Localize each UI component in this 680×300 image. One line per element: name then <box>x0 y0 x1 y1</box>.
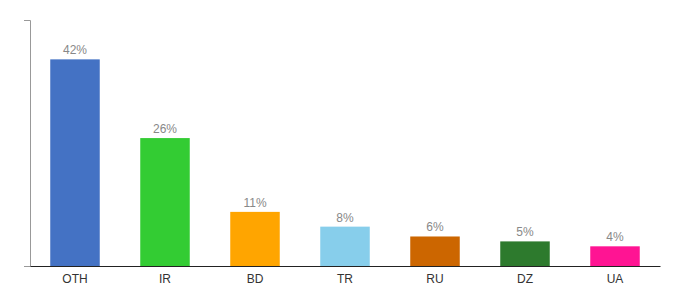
data-label: 4% <box>606 230 624 244</box>
x-tick-label: UA <box>607 272 624 286</box>
data-label: 5% <box>516 225 534 239</box>
bar <box>50 59 100 266</box>
x-tick-label: IR <box>159 272 171 286</box>
data-label: 26% <box>153 122 177 136</box>
x-tick: DZ <box>517 272 533 286</box>
chart: OTH IR BD TR RU DZ UA 42% 26% 11% 8% 6% 5% 4% <box>0 0 680 300</box>
x-tick-label: OTH <box>62 272 87 286</box>
x-tick: IR <box>159 272 171 286</box>
bar <box>500 241 550 266</box>
x-tick: RU <box>426 272 443 286</box>
x-axis-line <box>31 266 661 267</box>
bar <box>230 212 280 266</box>
x-axis: OTH IR BD TR RU DZ UA <box>31 267 661 286</box>
bar <box>320 227 370 266</box>
data-label: 42% <box>63 43 87 57</box>
x-tick-label: RU <box>426 272 443 286</box>
x-tick: TR <box>337 272 353 286</box>
bar <box>590 246 640 266</box>
x-tick: UA <box>607 272 624 286</box>
x-tick: OTH <box>62 272 87 286</box>
data-label: 11% <box>243 196 266 210</box>
x-tick-label: TR <box>337 272 353 286</box>
bar <box>140 138 190 266</box>
x-tick-label: DZ <box>517 272 533 286</box>
y-axis <box>24 21 31 267</box>
data-label: 6% <box>426 220 444 234</box>
bars <box>50 59 640 266</box>
x-tick-label: BD <box>247 272 264 286</box>
data-labels: 42% 26% 11% 8% 6% 5% 4% <box>63 43 624 244</box>
data-label: 8% <box>336 211 354 225</box>
plot: OTH IR BD TR RU DZ UA 42% 26% 11% 8% 6% 5% 4% <box>24 21 661 286</box>
x-tick: BD <box>247 272 264 286</box>
y-axis-line <box>24 21 31 267</box>
bar <box>410 236 460 266</box>
